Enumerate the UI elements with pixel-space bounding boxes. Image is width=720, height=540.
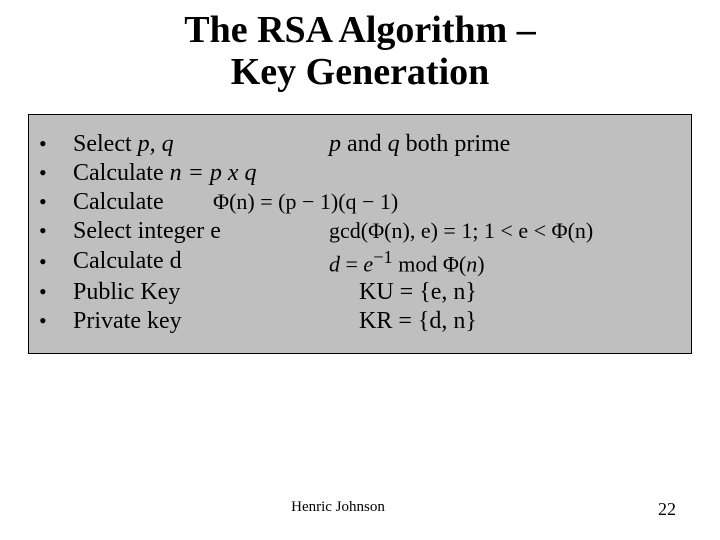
bullet-icon: • [39, 279, 73, 305]
content-box: • Select p, q p and q both prime • Calcu… [28, 114, 692, 354]
step-label: Public Key [73, 279, 329, 306]
bullet-icon: • [39, 160, 73, 186]
slide: The RSA Algorithm – Key Generation • Sel… [0, 0, 720, 540]
bullet-icon: • [39, 249, 73, 275]
step-label: Calculate [73, 189, 213, 216]
title-line-1: The RSA Algorithm – [184, 9, 536, 51]
page-number: 22 [658, 499, 676, 520]
list-item: • Calculate Φ(n) = (p − 1)(q − 1) [39, 189, 677, 216]
step-detail: d = e−1 mod Φ(n) [329, 247, 677, 277]
list-item: • Select p, q p and q both prime [39, 131, 677, 158]
list-item: • Private key KR = {d, n} [39, 308, 677, 335]
slide-title: The RSA Algorithm – Key Generation [28, 10, 692, 94]
bullet-icon: • [39, 308, 73, 334]
list-item: • Calculate d d = e−1 mod Φ(n) [39, 247, 677, 277]
step-label: Calculate n = p x q [73, 160, 329, 187]
step-label: Calculate d [73, 248, 329, 275]
step-detail: p and q both prime [329, 131, 677, 158]
step-label: Select integer e [73, 218, 329, 245]
author-label: Henric Johnson [291, 499, 385, 516]
bullet-icon: • [39, 218, 73, 244]
slide-footer: Henric Johnson 22 [0, 499, 720, 516]
step-detail: KR = {d, n} [329, 308, 677, 335]
step-detail: KU = {e, n} [329, 279, 677, 306]
step-label: Private key [73, 308, 329, 335]
step-label: Select p, q [73, 131, 329, 158]
list-item: • Select integer e gcd(Φ(n), e) = 1; 1 <… [39, 218, 677, 245]
step-detail: gcd(Φ(n), e) = 1; 1 < e < Φ(n) [329, 218, 677, 244]
title-line-2: Key Generation [231, 51, 490, 93]
list-item: • Public Key KU = {e, n} [39, 279, 677, 306]
step-detail: Φ(n) = (p − 1)(q − 1) [213, 189, 677, 215]
bullet-icon: • [39, 131, 73, 157]
list-item: • Calculate n = p x q [39, 160, 677, 187]
bullet-icon: • [39, 189, 73, 215]
